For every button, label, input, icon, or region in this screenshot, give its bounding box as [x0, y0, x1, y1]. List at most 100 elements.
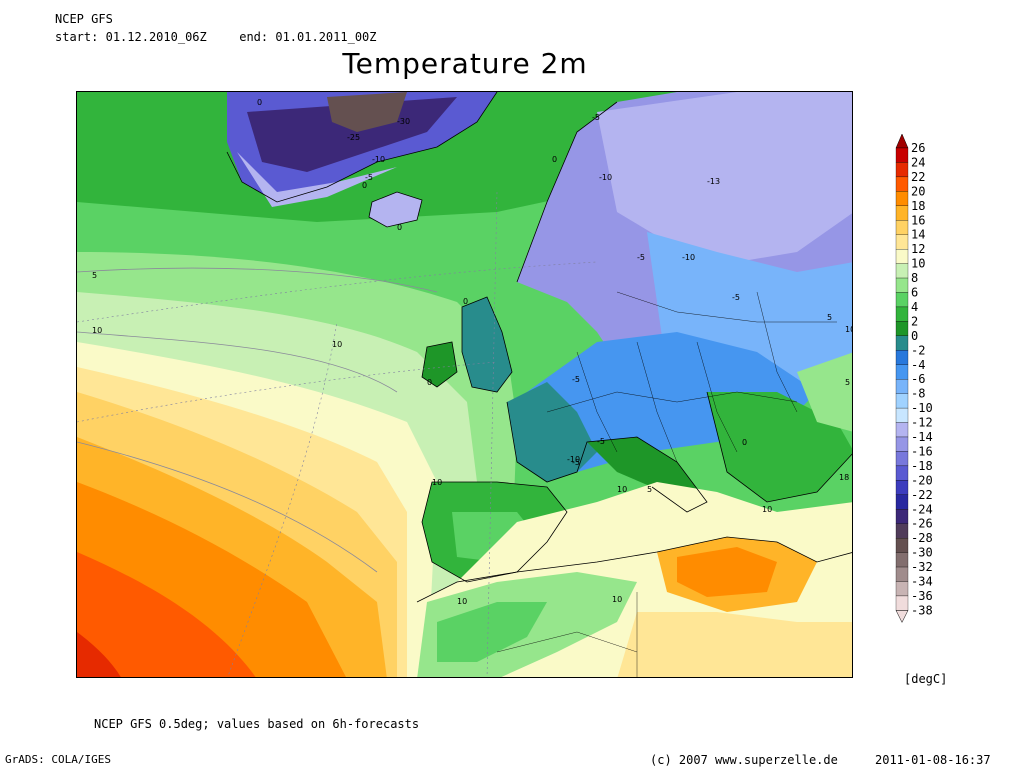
- map-title: Temperature 2m: [342, 47, 588, 80]
- legend-label: 20: [911, 184, 925, 198]
- legend-swatch: [895, 220, 909, 235]
- legend-label: -26: [911, 517, 933, 531]
- legend-label: -32: [911, 560, 933, 574]
- map-label: 5: [845, 378, 850, 387]
- libya-hot: [677, 547, 777, 597]
- map-label: 10: [332, 340, 342, 349]
- legend-swatch: [895, 509, 909, 524]
- map-label: 5: [92, 271, 97, 280]
- greenland-core: [327, 92, 407, 132]
- legend-swatch: [895, 436, 909, 452]
- legend-label: -8: [911, 387, 925, 401]
- map-label: 0: [257, 98, 262, 107]
- legend-swatch: [895, 595, 909, 611]
- legend-label: -28: [911, 531, 933, 545]
- legend-label: -38: [911, 603, 933, 617]
- iceland: [369, 192, 422, 227]
- map-label: -5: [597, 437, 605, 446]
- map-label: -10: [567, 455, 580, 464]
- legend-label: -16: [911, 444, 933, 458]
- legend-label: 18: [911, 199, 925, 213]
- map-label: -5: [572, 458, 580, 467]
- legend-swatch: [895, 277, 909, 293]
- greenland-cold: [247, 97, 457, 172]
- legend-swatch: [895, 451, 909, 467]
- legend-label: 6: [911, 286, 918, 300]
- legend-label: 4: [911, 300, 918, 314]
- source-note: NCEP GFS 0.5deg; values based on 6h-fore…: [94, 717, 420, 731]
- temperature-map: 0 -25 -30 -10 -5 0 0 -5 -10 -13 0 -5 -10…: [76, 91, 853, 678]
- map-label: 5: [647, 485, 652, 494]
- start-label: start:: [55, 30, 99, 44]
- graticule: [77, 191, 598, 677]
- contour-labels: 0 -25 -30 -10 -5 0 0 -5 -10 -13 0 -5 -10…: [92, 98, 852, 606]
- legend-label: 16: [911, 213, 925, 227]
- grads-credit: GrADS: COLA/IGES: [5, 753, 111, 766]
- legend-swatch: [895, 248, 909, 264]
- legend-swatch: [895, 321, 909, 336]
- legend-swatch: [895, 147, 909, 163]
- legend-label: -4: [911, 358, 925, 372]
- legend-swatch: [895, 234, 909, 250]
- legend-swatch: [895, 263, 909, 279]
- legend-swatch: [895, 335, 909, 351]
- atlas-mountains: [437, 602, 547, 662]
- map-label: 0: [463, 297, 468, 306]
- map-label: -10: [372, 155, 385, 164]
- end-date: 01.01.2011_00Z: [275, 30, 377, 44]
- map-label: 10: [457, 597, 467, 606]
- map-label: 10: [617, 485, 627, 494]
- band-20: [77, 552, 256, 677]
- map-label: -5: [592, 113, 600, 122]
- balkans: [707, 392, 852, 502]
- map-label: 10: [432, 478, 442, 487]
- map-label: -10: [599, 173, 612, 182]
- legend-swatch: [895, 480, 909, 495]
- great-britain: [462, 297, 512, 392]
- coastlines: [226, 92, 852, 603]
- legend-swatch: [895, 523, 909, 539]
- legend-label: -12: [911, 416, 933, 430]
- legend-label: -18: [911, 459, 933, 473]
- scandinavia-light: [597, 92, 852, 262]
- legend-swatch: [895, 191, 909, 206]
- map-label: 0: [427, 378, 432, 387]
- legend-swatch: [895, 566, 909, 582]
- legend-swatch: [895, 306, 909, 322]
- legend-swatch: [895, 422, 909, 438]
- sahara: [617, 612, 852, 677]
- legend-swatch: [895, 494, 909, 510]
- legend-swatch: [895, 364, 909, 380]
- start-date: 01.12.2010_06Z: [105, 30, 207, 44]
- legend-label: -34: [911, 575, 933, 589]
- map-label: 10: [762, 505, 772, 514]
- legend-label: -24: [911, 502, 933, 516]
- legend-label: 8: [911, 271, 918, 285]
- map-label: 0: [362, 181, 367, 190]
- end-label: end:: [239, 30, 269, 44]
- legend-swatch: [895, 538, 909, 553]
- map-label: -5: [732, 293, 740, 302]
- legend-swatch: [895, 292, 909, 308]
- map-label: 0: [552, 155, 557, 164]
- legend-arrow-up: [895, 133, 909, 149]
- legend-label: 10: [911, 257, 925, 271]
- legend-swatch: [895, 379, 909, 394]
- period-line: start: 01.12.2010_06Z end: 01.01.2011_00…: [55, 30, 377, 44]
- legend-swatch: [895, 162, 909, 178]
- legend-label: -36: [911, 589, 933, 603]
- legend-label: 24: [911, 155, 925, 169]
- legend-swatch: [895, 350, 909, 365]
- legend-label: -2: [911, 343, 925, 357]
- map-label: 0: [742, 438, 747, 447]
- band-22: [77, 632, 121, 677]
- legend-swatch: [895, 407, 909, 423]
- legend-unit: [degC]: [904, 672, 948, 686]
- contour-lines: [77, 267, 438, 573]
- map-label: -25: [347, 133, 360, 142]
- ireland: [422, 342, 457, 387]
- country-borders: [496, 291, 837, 677]
- legend-label: 2: [911, 314, 918, 328]
- legend-swatch: [895, 581, 909, 597]
- map-label: 10: [612, 595, 622, 604]
